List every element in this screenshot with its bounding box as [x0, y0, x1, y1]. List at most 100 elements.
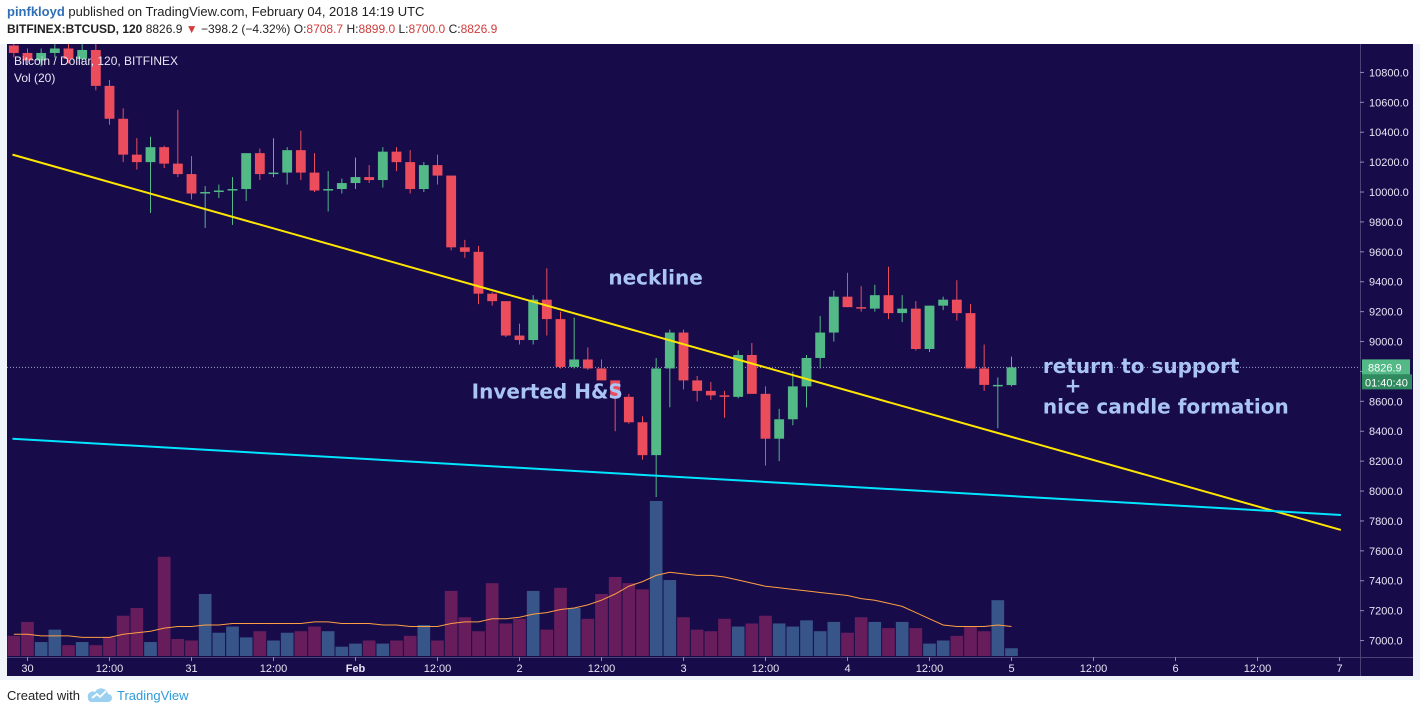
candle: [555, 311, 566, 369]
volume-bar: [130, 607, 144, 656]
candle-body: [596, 368, 607, 381]
volume-bar: [636, 589, 649, 656]
volume-bar: [581, 618, 595, 656]
candle-body: [295, 150, 306, 173]
tradingview-link[interactable]: TradingView: [117, 688, 189, 703]
open-label: O:: [293, 22, 307, 36]
publish-info: published on TradingView.com, February 0…: [68, 4, 425, 19]
candle: [1006, 356, 1017, 387]
candle-body: [336, 183, 347, 190]
candle: [938, 296, 949, 311]
volume-bar: [7, 635, 21, 656]
candle-body: [637, 422, 648, 456]
candle-body: [664, 332, 675, 369]
candle-body: [8, 45, 19, 53]
time-tick-label: 31: [185, 663, 197, 675]
candle: [582, 347, 593, 370]
last-price-label: 8826.9: [1368, 362, 1402, 374]
candle: [705, 381, 716, 400]
candle: [787, 371, 798, 426]
candle-body: [63, 48, 74, 59]
candle: [323, 171, 334, 212]
candle: [678, 329, 689, 390]
candle-body: [350, 177, 361, 184]
volume-bar: [868, 621, 882, 656]
candle: [746, 343, 757, 394]
annotations: neckline Inverted H&S return to support+ni…: [472, 266, 1289, 419]
candle: [282, 147, 293, 185]
volume-bar: [786, 626, 800, 656]
candle-body: [951, 299, 962, 314]
price-tick-label: 10200.0: [1369, 157, 1409, 169]
time-tick-label: 12:00: [752, 663, 780, 675]
candle: [856, 286, 867, 312]
price-tick-label: 8000.0: [1369, 486, 1403, 498]
volume-bar: [663, 580, 677, 656]
volume-bar: [485, 583, 499, 656]
volume-bar: [595, 594, 608, 656]
volume-bar: [1005, 648, 1018, 656]
price-tick-label: 8600.0: [1369, 396, 1403, 408]
candle-body: [77, 49, 88, 59]
high-label: H:: [346, 22, 359, 36]
candle-body: [90, 49, 101, 86]
candle-body: [746, 354, 757, 394]
candle: [159, 145, 170, 169]
candle-body: [254, 153, 265, 175]
countdown-badge: [1362, 374, 1412, 390]
candle: [254, 148, 265, 181]
volume-bar: [103, 637, 116, 656]
time-tick-label: 5: [1008, 663, 1014, 675]
candle: [186, 156, 197, 200]
candle: [733, 350, 744, 399]
volume-bar: [239, 637, 253, 656]
candle: [815, 316, 826, 369]
candle-body: [200, 192, 211, 194]
candle-body: [487, 293, 498, 302]
annotation-text: neckline: [608, 266, 702, 290]
price-tick-label: 10800.0: [1369, 67, 1409, 79]
volume-bar: [431, 640, 444, 656]
candle: [118, 108, 129, 163]
price-tick-label: 7800.0: [1369, 516, 1403, 528]
last-price: 8826.9: [145, 22, 183, 36]
candle-body: [965, 313, 976, 369]
tradingview-logo-icon[interactable]: [86, 686, 112, 704]
countdown-label: 01:40:40: [1365, 377, 1408, 389]
price-tick-label: 8400.0: [1369, 426, 1403, 438]
volume-bar: [499, 623, 513, 656]
volume-bar: [895, 621, 909, 656]
time-tick-label: 6: [1172, 663, 1178, 675]
volume-bar: [253, 631, 267, 656]
candle: [473, 245, 484, 305]
volume-bar: [731, 626, 745, 656]
author-link[interactable]: pinfkloyd: [7, 4, 65, 19]
volume-bar: [513, 618, 526, 656]
candle: [459, 239, 470, 258]
volume-bar: [75, 642, 89, 656]
candle: [623, 393, 634, 424]
price-tick-label: 7200.0: [1369, 606, 1403, 618]
candle-body: [391, 151, 402, 163]
trendlines: [12, 153, 1342, 531]
candle: [145, 136, 156, 213]
candle: [924, 305, 935, 352]
price-tick-label: 10600.0: [1369, 97, 1409, 109]
price-tick-label: 8200.0: [1369, 456, 1403, 468]
volume-bar: [458, 617, 472, 656]
volume-bar: [567, 607, 581, 656]
time-tick-label: 12:00: [260, 663, 288, 675]
price-chart[interactable]: 10800.0 10600.0 10400.0 10200.0 10000.0 9800.…: [0, 44, 1420, 680]
last-price-badge: [1362, 359, 1410, 375]
volume-bar: [854, 617, 868, 656]
volume-bar: [89, 645, 103, 656]
candle-body: [227, 189, 238, 191]
low-value: 8700.0: [408, 22, 446, 36]
high-value: 8899.0: [358, 22, 396, 36]
candle-body: [869, 295, 880, 309]
volume-bar: [472, 631, 485, 656]
candle: [418, 162, 429, 193]
candle-body: [282, 150, 293, 173]
candle-body: [500, 301, 511, 336]
candle-body: [49, 48, 60, 53]
